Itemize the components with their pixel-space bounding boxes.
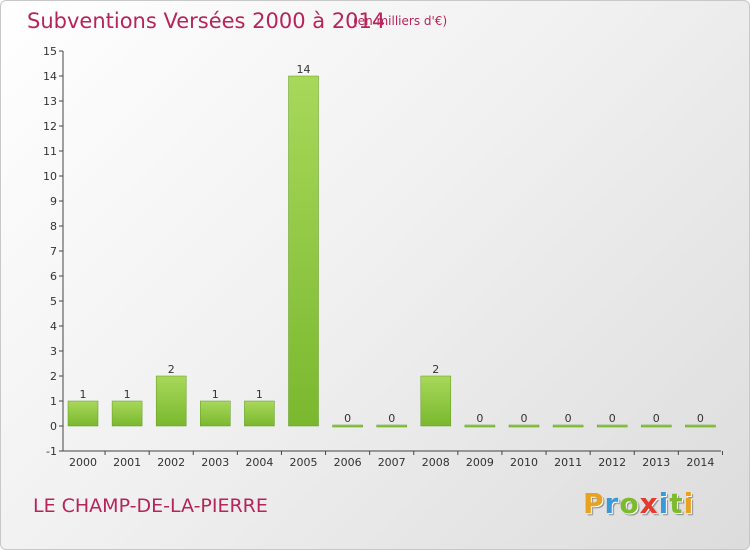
y-tick-label: 13 bbox=[43, 95, 57, 108]
commune-name: LE CHAMP-DE-LA-PIERRE bbox=[33, 495, 268, 517]
bar bbox=[685, 424, 716, 428]
y-tick-label: 1 bbox=[50, 395, 57, 408]
y-tick-label: 7 bbox=[50, 245, 57, 258]
bar-value-label: 0 bbox=[344, 412, 351, 425]
bar bbox=[552, 424, 584, 428]
bar-value-label: 14 bbox=[297, 63, 311, 76]
bar-value-label: 0 bbox=[565, 412, 572, 425]
y-tick-label: 10 bbox=[43, 170, 57, 183]
bar-value-label: 0 bbox=[476, 412, 483, 425]
bar-value-label: 0 bbox=[388, 412, 395, 425]
y-tick-label: 9 bbox=[50, 195, 57, 208]
y-tick-label: 5 bbox=[50, 295, 57, 308]
y-tick-label: 15 bbox=[43, 45, 57, 58]
logo-letter: i bbox=[658, 487, 670, 520]
bar-value-label: 0 bbox=[697, 412, 704, 425]
bar bbox=[596, 424, 628, 428]
bar bbox=[464, 424, 496, 428]
x-tick-label: 2011 bbox=[554, 456, 582, 469]
unit-label: (en milliers d'€) bbox=[353, 14, 448, 28]
bar-value-label: 2 bbox=[432, 363, 439, 376]
y-tick-label: 14 bbox=[43, 70, 57, 83]
y-tick-label: 0 bbox=[50, 420, 57, 433]
x-tick-label: 2003 bbox=[201, 456, 229, 469]
y-tick-label: 2 bbox=[50, 370, 57, 383]
bar-value-label: 2 bbox=[168, 363, 175, 376]
bar bbox=[641, 424, 672, 428]
x-tick-label: 2007 bbox=[378, 456, 406, 469]
bar-value-label: 1 bbox=[124, 388, 131, 401]
y-tick-label: 4 bbox=[50, 320, 57, 333]
x-tick-label: 2000 bbox=[69, 456, 97, 469]
proxiti-logo: Proxiti bbox=[583, 487, 694, 520]
logo-letter: o bbox=[619, 487, 640, 520]
chart-title: Subventions Versées 2000 à 2014 bbox=[27, 9, 386, 33]
bar-value-label: 1 bbox=[80, 388, 87, 401]
logo-letter: r bbox=[604, 487, 620, 520]
x-tick-label: 2010 bbox=[510, 456, 538, 469]
y-tick-label: 11 bbox=[43, 145, 57, 158]
bar-value-label: 0 bbox=[609, 412, 616, 425]
y-tick-label: 12 bbox=[43, 120, 57, 133]
x-tick-label: 2006 bbox=[334, 456, 362, 469]
bar bbox=[67, 400, 99, 427]
bar bbox=[508, 424, 540, 428]
x-tick-label: 2008 bbox=[422, 456, 450, 469]
bar bbox=[376, 424, 407, 428]
bar-value-label: 0 bbox=[653, 412, 660, 425]
bar bbox=[332, 424, 363, 428]
bar bbox=[244, 400, 275, 427]
y-tick-label: 6 bbox=[50, 270, 57, 283]
bar-value-label: 1 bbox=[256, 388, 263, 401]
bar bbox=[111, 400, 143, 427]
x-tick-label: 2001 bbox=[113, 456, 141, 469]
x-tick-label: 2005 bbox=[290, 456, 318, 469]
logo-letter: t bbox=[669, 487, 684, 520]
bar bbox=[200, 400, 231, 427]
x-tick-label: 2004 bbox=[245, 456, 273, 469]
x-tick-label: 2002 bbox=[157, 456, 185, 469]
x-tick-label: 2013 bbox=[642, 456, 670, 469]
x-tick-label: 2014 bbox=[686, 456, 714, 469]
bar-value-label: 1 bbox=[212, 388, 219, 401]
bar-value-label: 0 bbox=[521, 412, 528, 425]
x-tick-label: 2009 bbox=[466, 456, 494, 469]
logo-letter: x bbox=[639, 487, 659, 520]
logo-letter: i bbox=[683, 487, 695, 520]
y-tick-label: 8 bbox=[50, 220, 57, 233]
bar bbox=[155, 375, 187, 427]
y-tick-label: -1 bbox=[46, 445, 57, 458]
x-tick-label: 2012 bbox=[598, 456, 626, 469]
bar bbox=[288, 75, 319, 427]
logo-letter: P bbox=[583, 487, 605, 520]
y-tick-label: 3 bbox=[50, 345, 57, 358]
bar bbox=[420, 375, 452, 427]
